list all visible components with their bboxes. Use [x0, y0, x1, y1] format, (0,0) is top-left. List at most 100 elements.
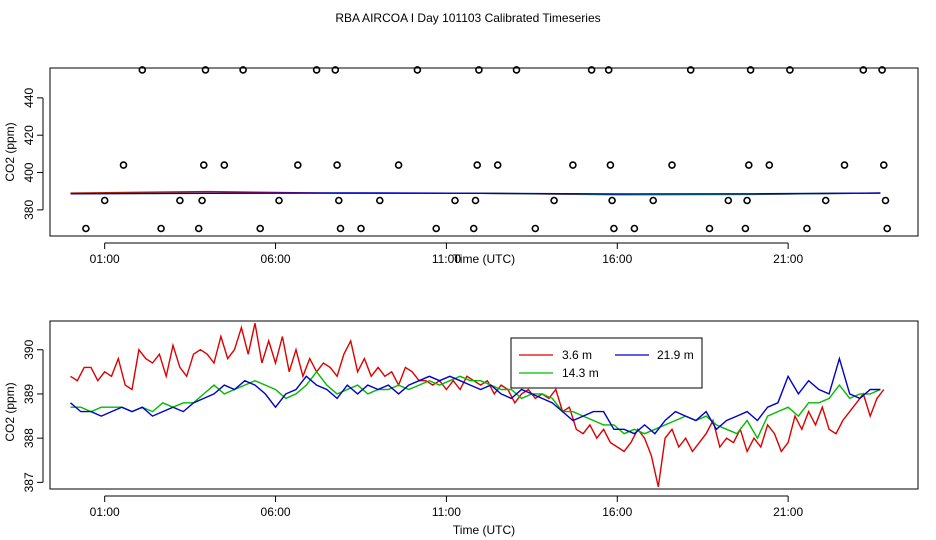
- x-tick-label: 06:00: [261, 252, 291, 266]
- bottom-data-layer: [70, 323, 885, 487]
- x-tick-label: 06:00: [261, 505, 291, 519]
- chart-title: RBA AIRCOA I Day 101103 Calibrated Times…: [335, 11, 600, 25]
- legend-label-3.6m: 3.6 m: [562, 348, 592, 362]
- data-point-marker: [705, 224, 714, 233]
- bottom-xlabel: Time (UTC): [453, 523, 515, 537]
- data-point-marker: [138, 66, 147, 74]
- data-point-marker: [82, 224, 90, 233]
- data-point-marker: [550, 196, 558, 205]
- data-point-marker: [879, 161, 888, 169]
- data-point-marker: [649, 196, 658, 205]
- data-point-marker: [475, 66, 483, 74]
- data-point-marker: [432, 224, 441, 233]
- data-point-marker: [469, 224, 478, 233]
- top-xlabel: Time (UTC): [453, 252, 515, 266]
- data-point-marker: [451, 196, 459, 205]
- data-point-marker: [668, 161, 676, 169]
- data-point-marker: [765, 161, 774, 169]
- data-point-marker: [606, 161, 615, 169]
- bottom-y-axis: 387 388 389 390: [22, 339, 44, 492]
- data-point-marker: [275, 196, 283, 205]
- data-point-marker: [293, 161, 302, 169]
- data-point-marker: [803, 224, 811, 233]
- series-line-14.3m: [70, 370, 881, 440]
- data-point-marker: [859, 66, 868, 74]
- data-point-marker: [336, 224, 345, 233]
- x-tick-label: 11:00: [432, 252, 461, 266]
- data-point-marker: [375, 196, 384, 205]
- legend-label-14.3m: 14.3 m: [562, 366, 599, 380]
- data-point-marker: [312, 66, 321, 74]
- data-point-marker: [200, 161, 208, 169]
- data-point-marker: [878, 66, 886, 74]
- bottom-panel: 01:00 06:00 11:00 16:00 21:00 387 388 389 390 T…: [3, 320, 919, 537]
- data-point-marker: [741, 224, 750, 233]
- y-tick-label: 387: [22, 472, 36, 492]
- data-point-marker: [176, 196, 184, 205]
- data-point-marker: [610, 224, 618, 233]
- data-point-marker: [883, 224, 892, 233]
- data-point-marker: [333, 161, 341, 169]
- bottom-ylabel: CO2 (ppm): [3, 382, 17, 441]
- bottom-plot-frame: [49, 320, 919, 490]
- data-point-marker: [608, 196, 616, 205]
- data-point-marker: [357, 224, 365, 233]
- data-point-marker: [201, 66, 210, 74]
- data-point-marker: [413, 66, 422, 74]
- data-point-marker: [157, 224, 165, 233]
- series-line-21.9m: [70, 192, 881, 195]
- y-tick-label: 380: [22, 200, 36, 220]
- data-point-marker: [531, 224, 540, 233]
- x-tick-label: 21:00: [773, 252, 803, 266]
- data-point-marker: [746, 66, 755, 74]
- y-tick-label: 390: [22, 339, 36, 359]
- data-point-marker: [194, 224, 203, 233]
- data-point-marker: [198, 196, 206, 205]
- data-point-marker: [471, 196, 480, 205]
- data-point-marker: [119, 161, 128, 169]
- legend: 3.6 m 14.3 m 21.9 m: [510, 337, 703, 389]
- data-point-marker: [724, 196, 733, 205]
- data-point-marker: [100, 196, 109, 205]
- data-point-marker: [331, 66, 340, 74]
- top-panel: 01:00 06:00 11:00 16:00 21:00 380 400 420 440 T…: [3, 66, 919, 266]
- data-point-marker: [744, 161, 753, 169]
- y-tick-label: 389: [22, 384, 36, 404]
- y-tick-label: 388: [22, 428, 36, 448]
- y-tick-label: 420: [22, 125, 36, 145]
- data-point-marker: [569, 161, 577, 169]
- x-tick-label: 21:00: [773, 505, 803, 519]
- data-point-marker: [881, 196, 890, 205]
- data-point-marker: [473, 161, 482, 169]
- data-point-marker: [743, 196, 751, 205]
- x-tick-label: 11:00: [432, 505, 461, 519]
- legend-box: [510, 337, 703, 389]
- bottom-x-axis: 01:00 06:00 11:00 16:00 21:00: [90, 495, 803, 519]
- data-point-marker: [394, 161, 403, 169]
- data-point-marker: [512, 66, 521, 74]
- top-ylabel: CO2 (ppm): [3, 122, 17, 181]
- series-line-3.6m: [70, 323, 885, 487]
- data-point-marker: [334, 196, 343, 205]
- data-point-marker: [493, 161, 502, 169]
- data-point-marker: [686, 66, 695, 74]
- series-line-21.9m: [70, 356, 881, 435]
- data-point-marker: [840, 161, 849, 169]
- top-x-axis: 01:00 06:00 11:00 16:00 21:00: [90, 242, 803, 266]
- x-tick-label: 01:00: [90, 252, 120, 266]
- x-tick-label: 16:00: [602, 505, 632, 519]
- legend-label-21.9m: 21.9 m: [657, 348, 694, 362]
- data-point-marker: [239, 66, 247, 74]
- top-plot-frame: [49, 67, 919, 237]
- x-tick-label: 01:00: [90, 505, 120, 519]
- x-tick-label: 16:00: [602, 252, 632, 266]
- data-point-marker: [256, 224, 265, 233]
- top-y-axis: 380 400 420 440: [22, 88, 44, 220]
- data-point-marker: [630, 224, 639, 233]
- y-tick-label: 400: [22, 162, 36, 182]
- data-point-marker: [587, 66, 596, 74]
- data-point-marker: [821, 196, 830, 205]
- y-tick-label: 440: [22, 88, 36, 108]
- data-point-marker: [786, 66, 794, 74]
